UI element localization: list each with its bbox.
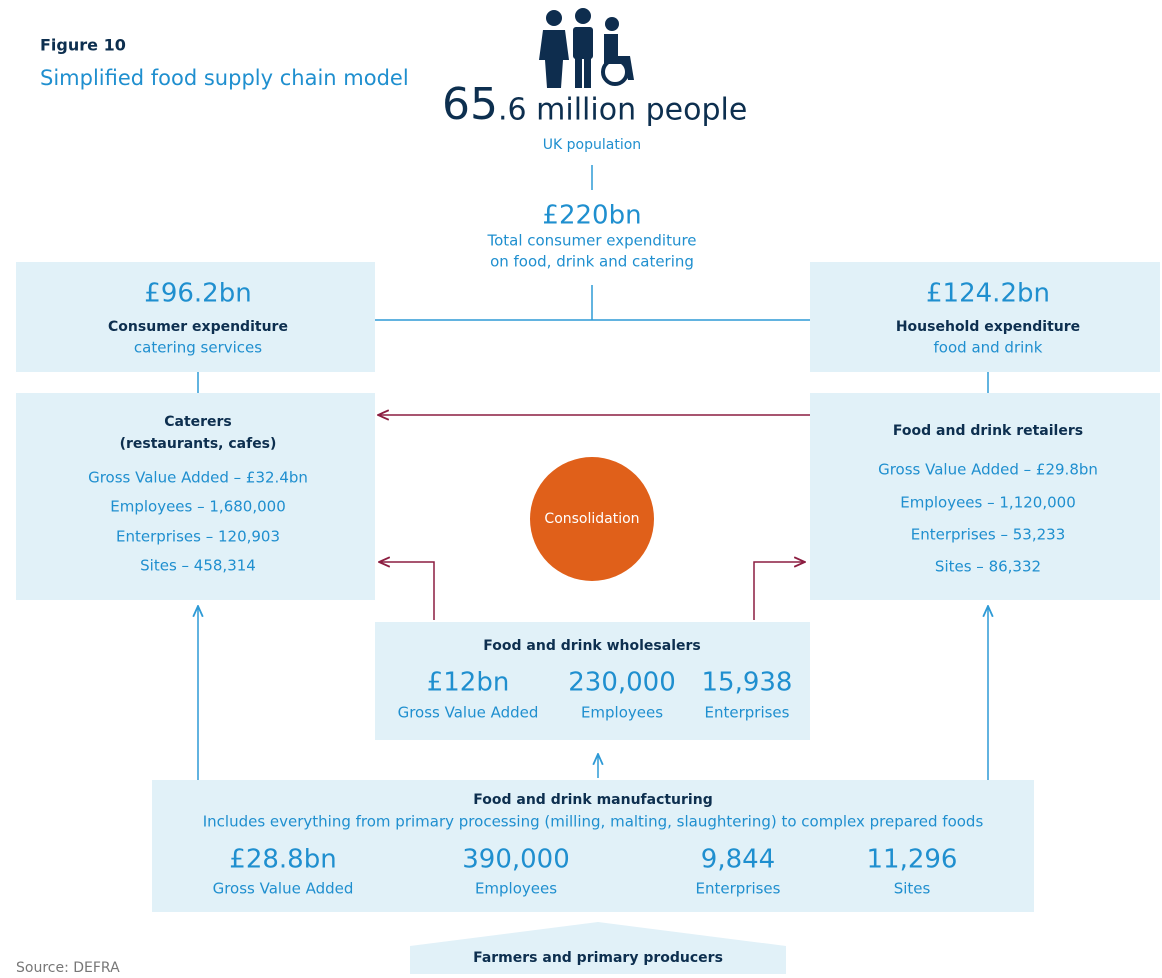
population-major: 65: [442, 79, 498, 130]
figure-title: Simplified food supply chain model: [40, 66, 409, 90]
stat-label: Gross Value Added: [398, 704, 539, 722]
title: Caterers: [164, 414, 232, 430]
stat-value: 11,296: [867, 845, 958, 875]
retailers-box: [810, 393, 1160, 600]
title: Food and drink retailers: [893, 423, 1083, 439]
manufacturing-box: [152, 780, 1034, 912]
caterers-box: [16, 393, 375, 600]
subtitle: food and drink: [934, 339, 1043, 357]
stat: Sites – 86,332: [935, 558, 1041, 576]
value: £124.2bn: [926, 279, 1050, 309]
total-line: on food, drink and catering: [490, 253, 694, 271]
stat: Enterprises – 120,903: [116, 528, 280, 546]
farmers-shape: [410, 922, 786, 974]
stat-value: £12bn: [427, 668, 510, 698]
farmers-label: Farmers and primary producers: [473, 950, 723, 966]
population-minor: .6 million people: [498, 93, 747, 128]
stat-value: 230,000: [568, 668, 676, 698]
figure-label: Figure 10: [40, 36, 126, 55]
stat-label: Employees: [475, 880, 557, 898]
title: Food and drink manufacturing: [473, 792, 712, 808]
title: (restaurants, cafes): [120, 436, 277, 452]
stat: Gross Value Added – £29.8bn: [878, 461, 1098, 479]
stat: Gross Value Added – £32.4bn: [88, 469, 308, 487]
consolidation-label: Consolidation: [544, 511, 639, 527]
stat: Enterprises – 53,233: [911, 526, 1066, 544]
stat-value: £28.8bn: [229, 845, 336, 875]
stat: Employees – 1,680,000: [110, 498, 285, 516]
household-expenditure-box: [810, 262, 1160, 372]
source: Source: DEFRA: [16, 960, 120, 974]
stat-label: Gross Value Added: [213, 880, 354, 898]
stat-label: Enterprises: [696, 880, 781, 898]
subtitle: Includes everything from primary process…: [203, 813, 984, 831]
consolidation-circle: [530, 457, 654, 581]
title: Household expenditure: [896, 319, 1080, 335]
population-caption: UK population: [543, 137, 641, 153]
stat-value: 15,938: [702, 668, 793, 698]
catering-expenditure-box: [16, 262, 375, 372]
title: Food and drink wholesalers: [483, 638, 700, 654]
stat-value: 390,000: [462, 845, 570, 875]
flow-arrow: [379, 562, 435, 620]
total-value: £220bn: [542, 201, 641, 231]
subtitle: catering services: [134, 339, 262, 357]
stat-value: 9,844: [701, 845, 775, 875]
stat: Employees – 1,120,000: [900, 494, 1075, 512]
people-icon: [539, 8, 634, 88]
wholesalers-box: [375, 622, 810, 740]
value: £96.2bn: [144, 279, 251, 309]
stat-label: Enterprises: [705, 704, 790, 722]
stat-label: Sites: [894, 880, 931, 898]
total-line: Total consumer expenditure: [486, 232, 696, 250]
stat-label: Employees: [581, 704, 663, 722]
flow-arrow: [753, 562, 805, 620]
title: Consumer expenditure: [108, 319, 288, 335]
stat: Sites – 458,314: [140, 557, 256, 575]
